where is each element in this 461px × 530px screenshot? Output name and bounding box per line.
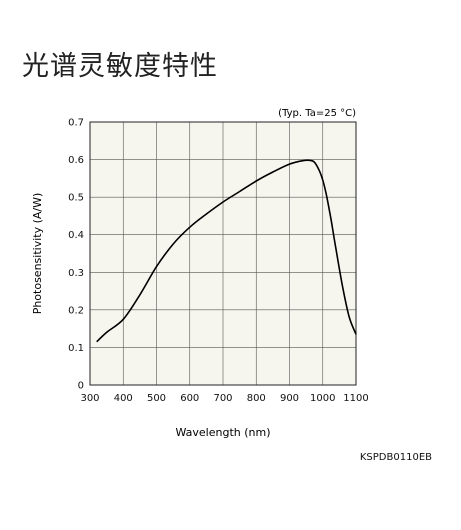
x-tick-label: 1100 [343,393,368,404]
y-tick-label: 0.4 [68,230,84,241]
y-axis-label: Photosensitivity (A/W) [31,193,44,315]
y-tick-label: 0.1 [68,343,84,354]
y-tick-label: 0 [78,381,84,392]
plot-frame [89,121,357,386]
x-tick-label: 1000 [310,393,335,404]
y-tick-label: 0.6 [68,155,84,166]
y-tick-label: 0.7 [68,118,84,129]
x-tick-label: 400 [114,393,133,404]
document-code: KSPDB0110EB [359,452,432,463]
x-tick-label: 700 [213,393,232,404]
x-axis-ticks: 300 400 500 600 700 800 900 1000 1100 [80,393,368,404]
series-line [96,159,357,343]
x-tick-label: 800 [247,393,266,404]
conditions-annotation: (Typ. Ta=25 °C) [278,108,356,119]
x-tick-label: 300 [80,393,99,404]
y-tick-label: 0.5 [68,193,84,204]
page-title: 光谱灵敏度特性 [22,51,218,82]
x-tick-label: 900 [280,393,299,404]
x-tick-label: 500 [147,393,166,404]
x-tick-label: 600 [180,393,199,404]
x-axis-label: Wavelength (nm) [175,426,270,439]
y-tick-label: 0.2 [68,305,84,316]
y-axis-ticks: 0 0.1 0.2 0.3 0.4 0.5 0.6 0.7 [68,118,84,392]
y-tick-label: 0.3 [68,268,84,279]
